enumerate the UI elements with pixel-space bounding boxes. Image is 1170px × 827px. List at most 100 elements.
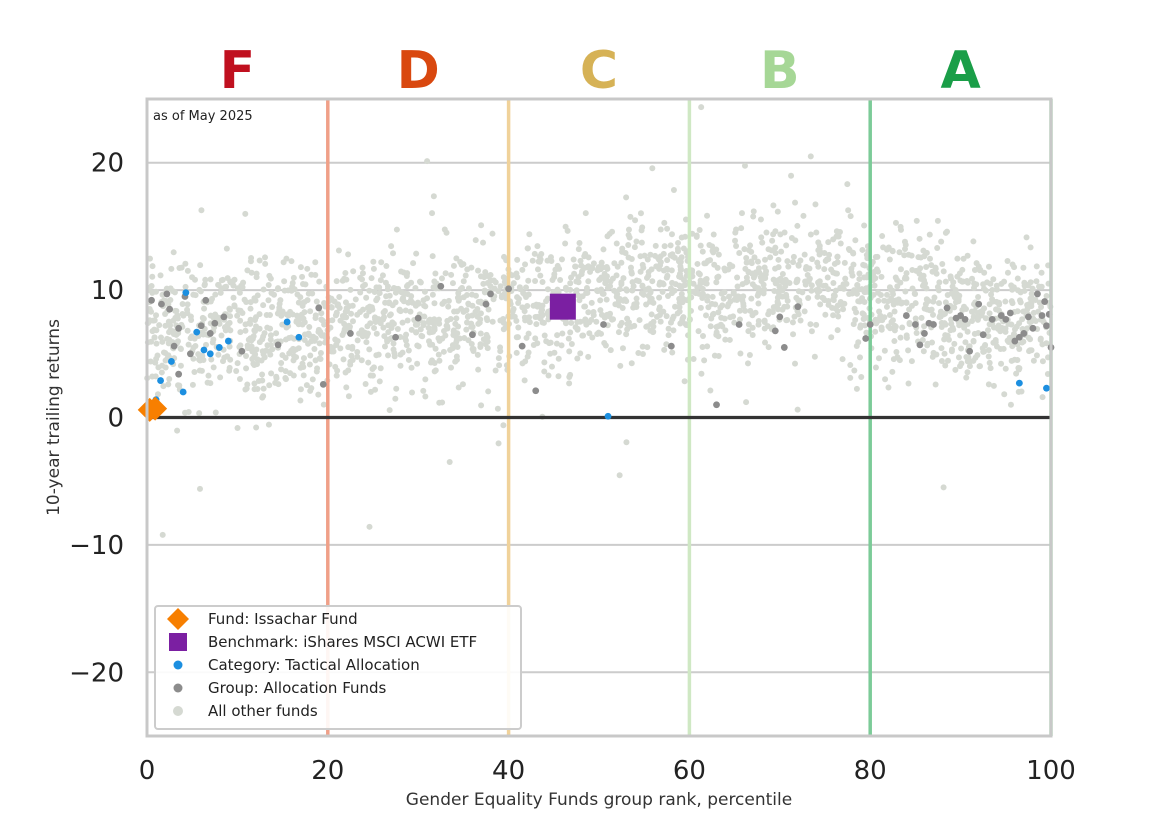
other-fund-point	[964, 369, 971, 376]
other-fund-point	[522, 358, 529, 365]
other-fund-point	[704, 257, 711, 264]
other-fund-point	[189, 381, 196, 388]
group-point	[794, 303, 802, 311]
other-fund-point	[842, 275, 849, 282]
other-fund-point	[363, 294, 370, 301]
other-fund-point	[779, 287, 786, 294]
other-fund-point	[745, 321, 752, 328]
other-fund-point	[1009, 300, 1016, 307]
other-fund-point	[665, 332, 672, 339]
other-fund-point	[273, 330, 280, 337]
other-fund-point	[376, 378, 383, 385]
other-fund-point	[153, 312, 160, 319]
other-fund-point	[665, 325, 672, 332]
other-fund-point	[1019, 339, 1026, 346]
other-fund-point	[207, 380, 214, 387]
other-fund-point	[878, 273, 885, 280]
category-point	[157, 377, 164, 384]
other-fund-point	[824, 274, 831, 281]
other-fund-point	[534, 303, 541, 310]
other-fund-point	[449, 342, 456, 349]
other-fund-point	[300, 355, 307, 362]
other-fund-point	[713, 279, 720, 286]
other-fund-point	[386, 407, 393, 414]
other-fund-point	[465, 285, 472, 292]
other-fund-point	[227, 313, 234, 320]
other-fund-point	[404, 281, 411, 288]
other-fund-point	[758, 234, 765, 241]
group-point	[966, 347, 974, 355]
other-fund-point	[872, 364, 879, 371]
other-fund-point	[484, 338, 491, 345]
other-fund-point	[603, 296, 610, 303]
other-fund-point	[971, 301, 978, 308]
other-fund-point	[961, 324, 968, 331]
other-fund-point	[209, 339, 216, 346]
other-fund-point	[400, 294, 407, 301]
other-fund-point	[853, 290, 860, 297]
other-fund-point	[738, 225, 745, 232]
other-fund-point	[785, 263, 792, 270]
other-fund-point	[278, 366, 285, 373]
other-fund-point	[676, 282, 683, 289]
other-fund-point	[422, 376, 429, 383]
other-fund-point	[243, 365, 250, 372]
other-fund-point	[304, 265, 311, 272]
other-fund-point	[715, 273, 722, 280]
other-fund-point	[682, 216, 689, 223]
other-fund-point	[405, 347, 412, 354]
other-fund-point	[777, 292, 784, 299]
other-fund-point	[156, 322, 163, 329]
other-fund-point	[875, 289, 882, 296]
other-fund-point	[578, 271, 585, 278]
group-point	[1006, 309, 1014, 317]
other-fund-point	[648, 311, 655, 318]
other-fund-point	[891, 338, 898, 345]
other-fund-point	[856, 276, 863, 283]
other-fund-point	[384, 286, 391, 293]
other-fund-point	[942, 278, 949, 285]
other-fund-point	[575, 246, 582, 253]
other-fund-point	[577, 350, 584, 357]
other-fund-point	[985, 381, 992, 388]
x-tick-label: 0	[139, 756, 156, 786]
other-fund-point	[1028, 347, 1035, 354]
other-fund-point	[425, 324, 432, 331]
other-fund-point	[453, 255, 460, 262]
other-fund-point	[995, 322, 1002, 329]
other-fund-point	[698, 104, 705, 111]
benchmark-points	[549, 293, 576, 320]
other-fund-point	[398, 268, 405, 275]
other-fund-point	[986, 359, 993, 366]
other-fund-point	[679, 317, 686, 324]
other-fund-point	[583, 285, 590, 292]
other-fund-point	[329, 317, 336, 324]
other-fund-point	[618, 259, 625, 266]
other-fund-point	[598, 311, 605, 318]
other-fund-point	[808, 282, 815, 289]
other-fund-point	[830, 279, 837, 286]
other-fund-point	[995, 307, 1002, 314]
other-fund-point	[413, 329, 420, 336]
other-fund-point	[397, 308, 404, 315]
other-fund-point	[149, 328, 156, 335]
other-fund-point	[290, 274, 297, 281]
other-fund-point	[860, 311, 867, 318]
other-fund-point	[854, 281, 861, 288]
other-fund-point	[906, 321, 913, 328]
other-fund-point	[581, 303, 588, 310]
other-fund-point	[781, 229, 788, 236]
other-fund-point	[840, 281, 847, 288]
other-fund-point	[537, 272, 544, 279]
other-fund-point	[1038, 269, 1045, 276]
other-fund-point	[902, 274, 909, 281]
other-fund-point	[180, 312, 187, 319]
other-fund-point	[200, 315, 207, 322]
other-fund-point	[1028, 318, 1035, 325]
other-fund-point	[394, 326, 401, 333]
other-fund-point	[537, 256, 544, 263]
other-fund-point	[263, 311, 270, 318]
other-fund-point	[638, 290, 645, 297]
other-fund-point	[681, 277, 688, 284]
other-fund-point	[185, 341, 192, 348]
